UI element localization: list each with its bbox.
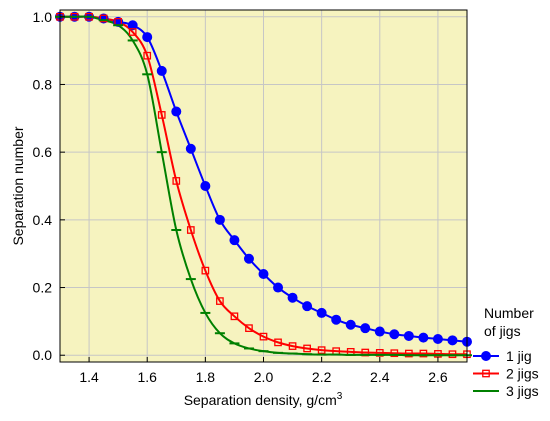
data-point-1-jig <box>171 106 182 117</box>
data-point-1-jig <box>360 323 371 334</box>
data-point-2-jigs <box>317 346 326 355</box>
data-point-1-jig <box>302 301 313 312</box>
data-point-1-jig <box>156 65 167 76</box>
data-point-2-jigs <box>128 28 137 36</box>
data-point-2-jigs <box>157 111 166 119</box>
x-tick-label: 1.6 <box>137 369 157 385</box>
data-point-2-jigs <box>448 350 457 359</box>
data-point-1-jig <box>200 181 211 191</box>
x-tick-label: 2.6 <box>428 369 448 385</box>
data-point-2-jigs <box>274 338 282 347</box>
data-point-2-jigs <box>419 349 428 358</box>
tick-layer: 1.4 1.6 1.8 2.0 2.2 2.4 2.6 0.0 0.2 0.4 0.6 0.8 1.0 <box>33 9 448 385</box>
data-point-1-jig <box>331 314 342 325</box>
data-point-1-jig <box>432 333 443 344</box>
data-point-2-jigs <box>172 177 181 185</box>
data-point-1-jig <box>142 32 153 43</box>
legend-label-2-jigs: 2 jigs <box>506 366 539 382</box>
y-tick-label: 0.6 <box>33 144 53 160</box>
data-point-1-jig <box>214 214 225 225</box>
y-axis-title: Separation number <box>10 126 26 245</box>
x-axis-title-main: Separation density, g/cm <box>184 392 337 408</box>
y-tick-label: 0.8 <box>33 76 53 92</box>
legend-title-line-2: of jigs <box>484 323 521 339</box>
data-point-1-jig <box>229 235 240 246</box>
grid-layer <box>60 10 467 362</box>
data-point-2-jigs <box>390 349 399 358</box>
data-point-1-jig <box>273 282 284 293</box>
data-point-2-jigs <box>143 51 152 60</box>
data-point-1-jig <box>287 292 298 303</box>
data-point-1-jig <box>127 20 138 31</box>
data-point-1-jig <box>389 329 400 340</box>
data-point-1-jig <box>418 332 429 343</box>
data-point-1-jig <box>447 335 458 346</box>
x-tick-label: 2.4 <box>370 369 390 385</box>
x-tick-label: 2.0 <box>254 369 274 385</box>
data-point-2-jigs <box>405 349 413 358</box>
y-tick-label: 1.0 <box>33 9 53 25</box>
legend-title-line-1: Number <box>484 305 534 321</box>
data-point-2-jigs <box>303 344 311 353</box>
data-point-2-jigs <box>216 297 224 305</box>
data-point-2-jigs <box>186 226 195 234</box>
data-point-1-jig <box>243 253 254 264</box>
data-point-1-jig <box>258 269 269 279</box>
legend-label-1-jig: 1 jig <box>506 348 532 364</box>
data-point-2-jigs <box>245 324 253 333</box>
y-tick-label: 0.0 <box>33 347 53 363</box>
legend-marker-2-jigs <box>482 369 490 378</box>
data-point-1-jig <box>374 326 385 337</box>
data-point-1-jig <box>113 16 124 27</box>
legend-label-3-jigs: 3 jigs <box>506 383 539 399</box>
legend-marker-1-jig <box>481 351 491 361</box>
data-point-2-jigs <box>259 332 268 341</box>
data-point-2-jigs <box>230 312 239 321</box>
data-point-1-jig <box>345 319 356 330</box>
data-point-1-jig <box>403 330 414 341</box>
data-point-1-jig <box>316 307 327 318</box>
x-tick-label: 1.4 <box>79 369 99 385</box>
data-point-1-jig <box>185 143 196 154</box>
y-tick-label: 0.4 <box>33 212 53 228</box>
x-tick-label: 1.8 <box>196 369 216 385</box>
data-point-2-jigs <box>288 342 297 350</box>
data-point-2-jigs <box>201 266 210 275</box>
data-point-2-jigs <box>99 14 108 23</box>
y-tick-label: 0.2 <box>33 280 53 296</box>
x-axis-title: Separation density, g/cm3 <box>184 391 343 408</box>
x-axis-title-superscript: 3 <box>337 391 343 402</box>
data-point-2-jigs <box>375 349 384 357</box>
x-tick-label: 2.2 <box>312 369 332 385</box>
